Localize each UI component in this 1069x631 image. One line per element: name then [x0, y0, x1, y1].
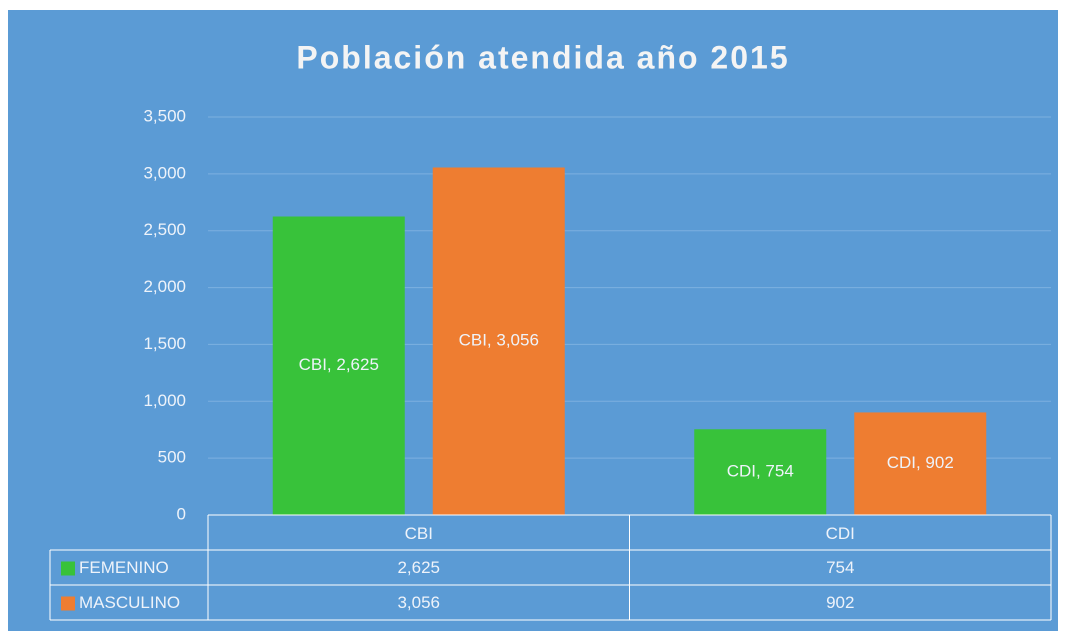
- data-label: CDI, 902: [887, 453, 954, 472]
- bar: [854, 412, 987, 515]
- x-tick-label: CBI: [405, 524, 433, 543]
- legend-key: [61, 596, 75, 611]
- table-cell: 902: [826, 593, 854, 612]
- y-tick-label: 1,500: [143, 334, 186, 353]
- y-tick-label: 2,500: [143, 220, 186, 239]
- y-tick-label: 1,000: [143, 391, 186, 410]
- y-tick-label: 3,000: [143, 163, 186, 182]
- y-tick-label: 3,500: [143, 106, 186, 125]
- bar: [432, 167, 565, 515]
- y-tick-label: 2,000: [143, 277, 186, 296]
- data-label: CBI, 3,056: [459, 331, 539, 350]
- table-cell: 2,625: [397, 558, 440, 577]
- table-cell: 3,056: [397, 593, 440, 612]
- table-cell: 754: [826, 558, 854, 577]
- legend-key: [61, 561, 75, 576]
- legend-label: FEMENINO: [79, 558, 169, 577]
- bar: [694, 429, 827, 515]
- legend-label: MASCULINO: [79, 593, 180, 612]
- y-tick-label: 0: [177, 504, 186, 523]
- y-tick-label: 500: [158, 448, 186, 467]
- x-tick-label: CDI: [826, 524, 855, 543]
- bar: [272, 216, 405, 515]
- data-label: CDI, 754: [727, 462, 794, 481]
- chart-title: Población atendida año 2015: [296, 39, 789, 75]
- data-label: CBI, 2,625: [299, 355, 379, 374]
